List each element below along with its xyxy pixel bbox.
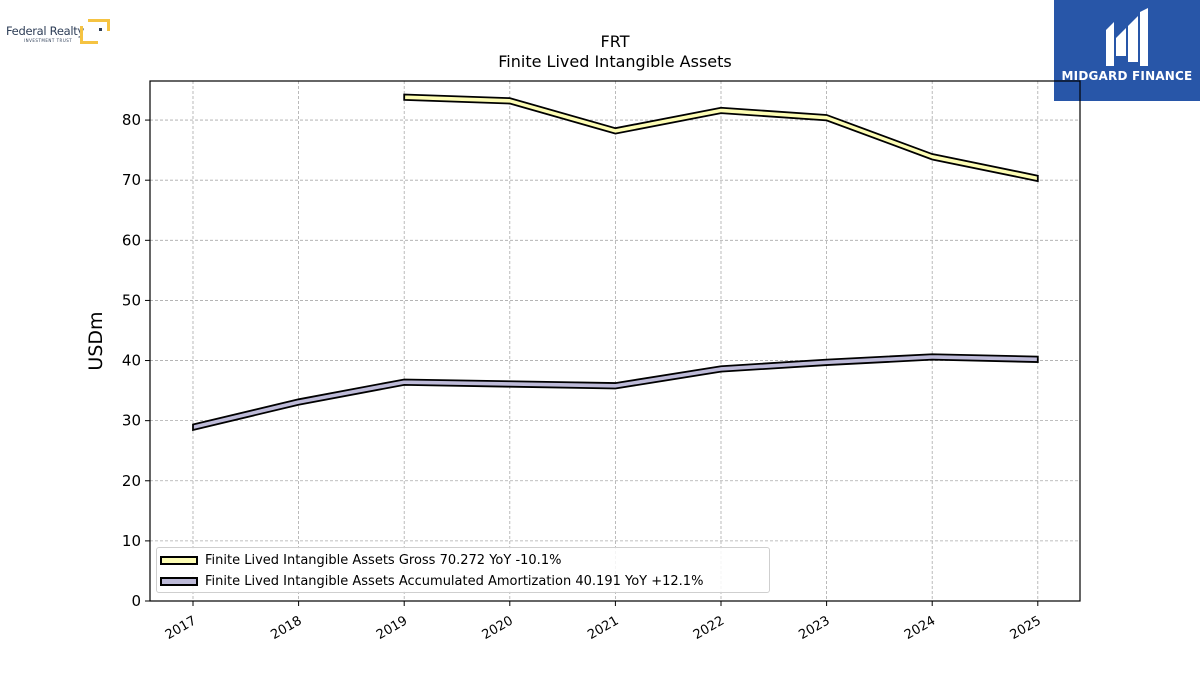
company-logo-tagline: INVESTMENT TRUST — [24, 38, 73, 43]
x-tick-label: 2020 — [480, 613, 516, 643]
y-tick-label: 80 — [122, 111, 141, 129]
x-tick-label: 2021 — [585, 613, 621, 643]
y-axis-label: USDm — [85, 311, 107, 370]
series-band-0 — [403, 93, 1039, 183]
x-tick-label: 2025 — [1008, 613, 1044, 643]
y-tick-label: 50 — [122, 291, 141, 309]
y-tick-label: 60 — [122, 231, 141, 249]
brand-badge: MIDGARD FINANCE — [1054, 0, 1200, 101]
chart-legend: Finite Lived Intangible Assets Gross 70.… — [156, 547, 770, 593]
x-tick-label: 2024 — [902, 613, 938, 643]
legend-item-gross: Finite Lived Intangible Assets Gross 70.… — [157, 550, 561, 570]
x-tick-label: 2018 — [268, 613, 304, 643]
chart-subtitle: Finite Lived Intangible Assets — [498, 52, 732, 71]
series-band-1 — [192, 353, 1039, 432]
y-tick-label: 30 — [122, 412, 141, 430]
legend-item-amortization: Finite Lived Intangible Assets Accumulat… — [157, 571, 703, 591]
brand-name: MIDGARD FINANCE — [1061, 69, 1193, 83]
x-tick-label: 2017 — [163, 613, 199, 643]
y-tick-label: 0 — [131, 592, 141, 610]
legend-swatch-gross — [160, 555, 198, 565]
legend-label-gross: Finite Lived Intangible Assets Gross 70.… — [205, 552, 562, 568]
y-tick-label: 20 — [122, 472, 141, 490]
chart-title: FRT — [600, 32, 630, 51]
x-tick-label: 2022 — [691, 613, 727, 643]
company-logo-name: Federal Realty — [6, 24, 84, 38]
logo-mark-icon — [80, 26, 98, 44]
y-tick-label: 70 — [122, 171, 141, 189]
x-tick-label: 2019 — [374, 613, 410, 643]
y-tick-label: 40 — [122, 352, 141, 370]
brand-logo-icon — [1106, 8, 1148, 66]
y-tick-label: 10 — [122, 532, 141, 550]
legend-label-amortization: Finite Lived Intangible Assets Accumulat… — [205, 573, 704, 589]
legend-swatch-amortization — [160, 576, 198, 586]
company-logo: Federal Realty INVESTMENT TRUST — [4, 16, 114, 52]
x-tick-label: 2023 — [796, 613, 832, 643]
